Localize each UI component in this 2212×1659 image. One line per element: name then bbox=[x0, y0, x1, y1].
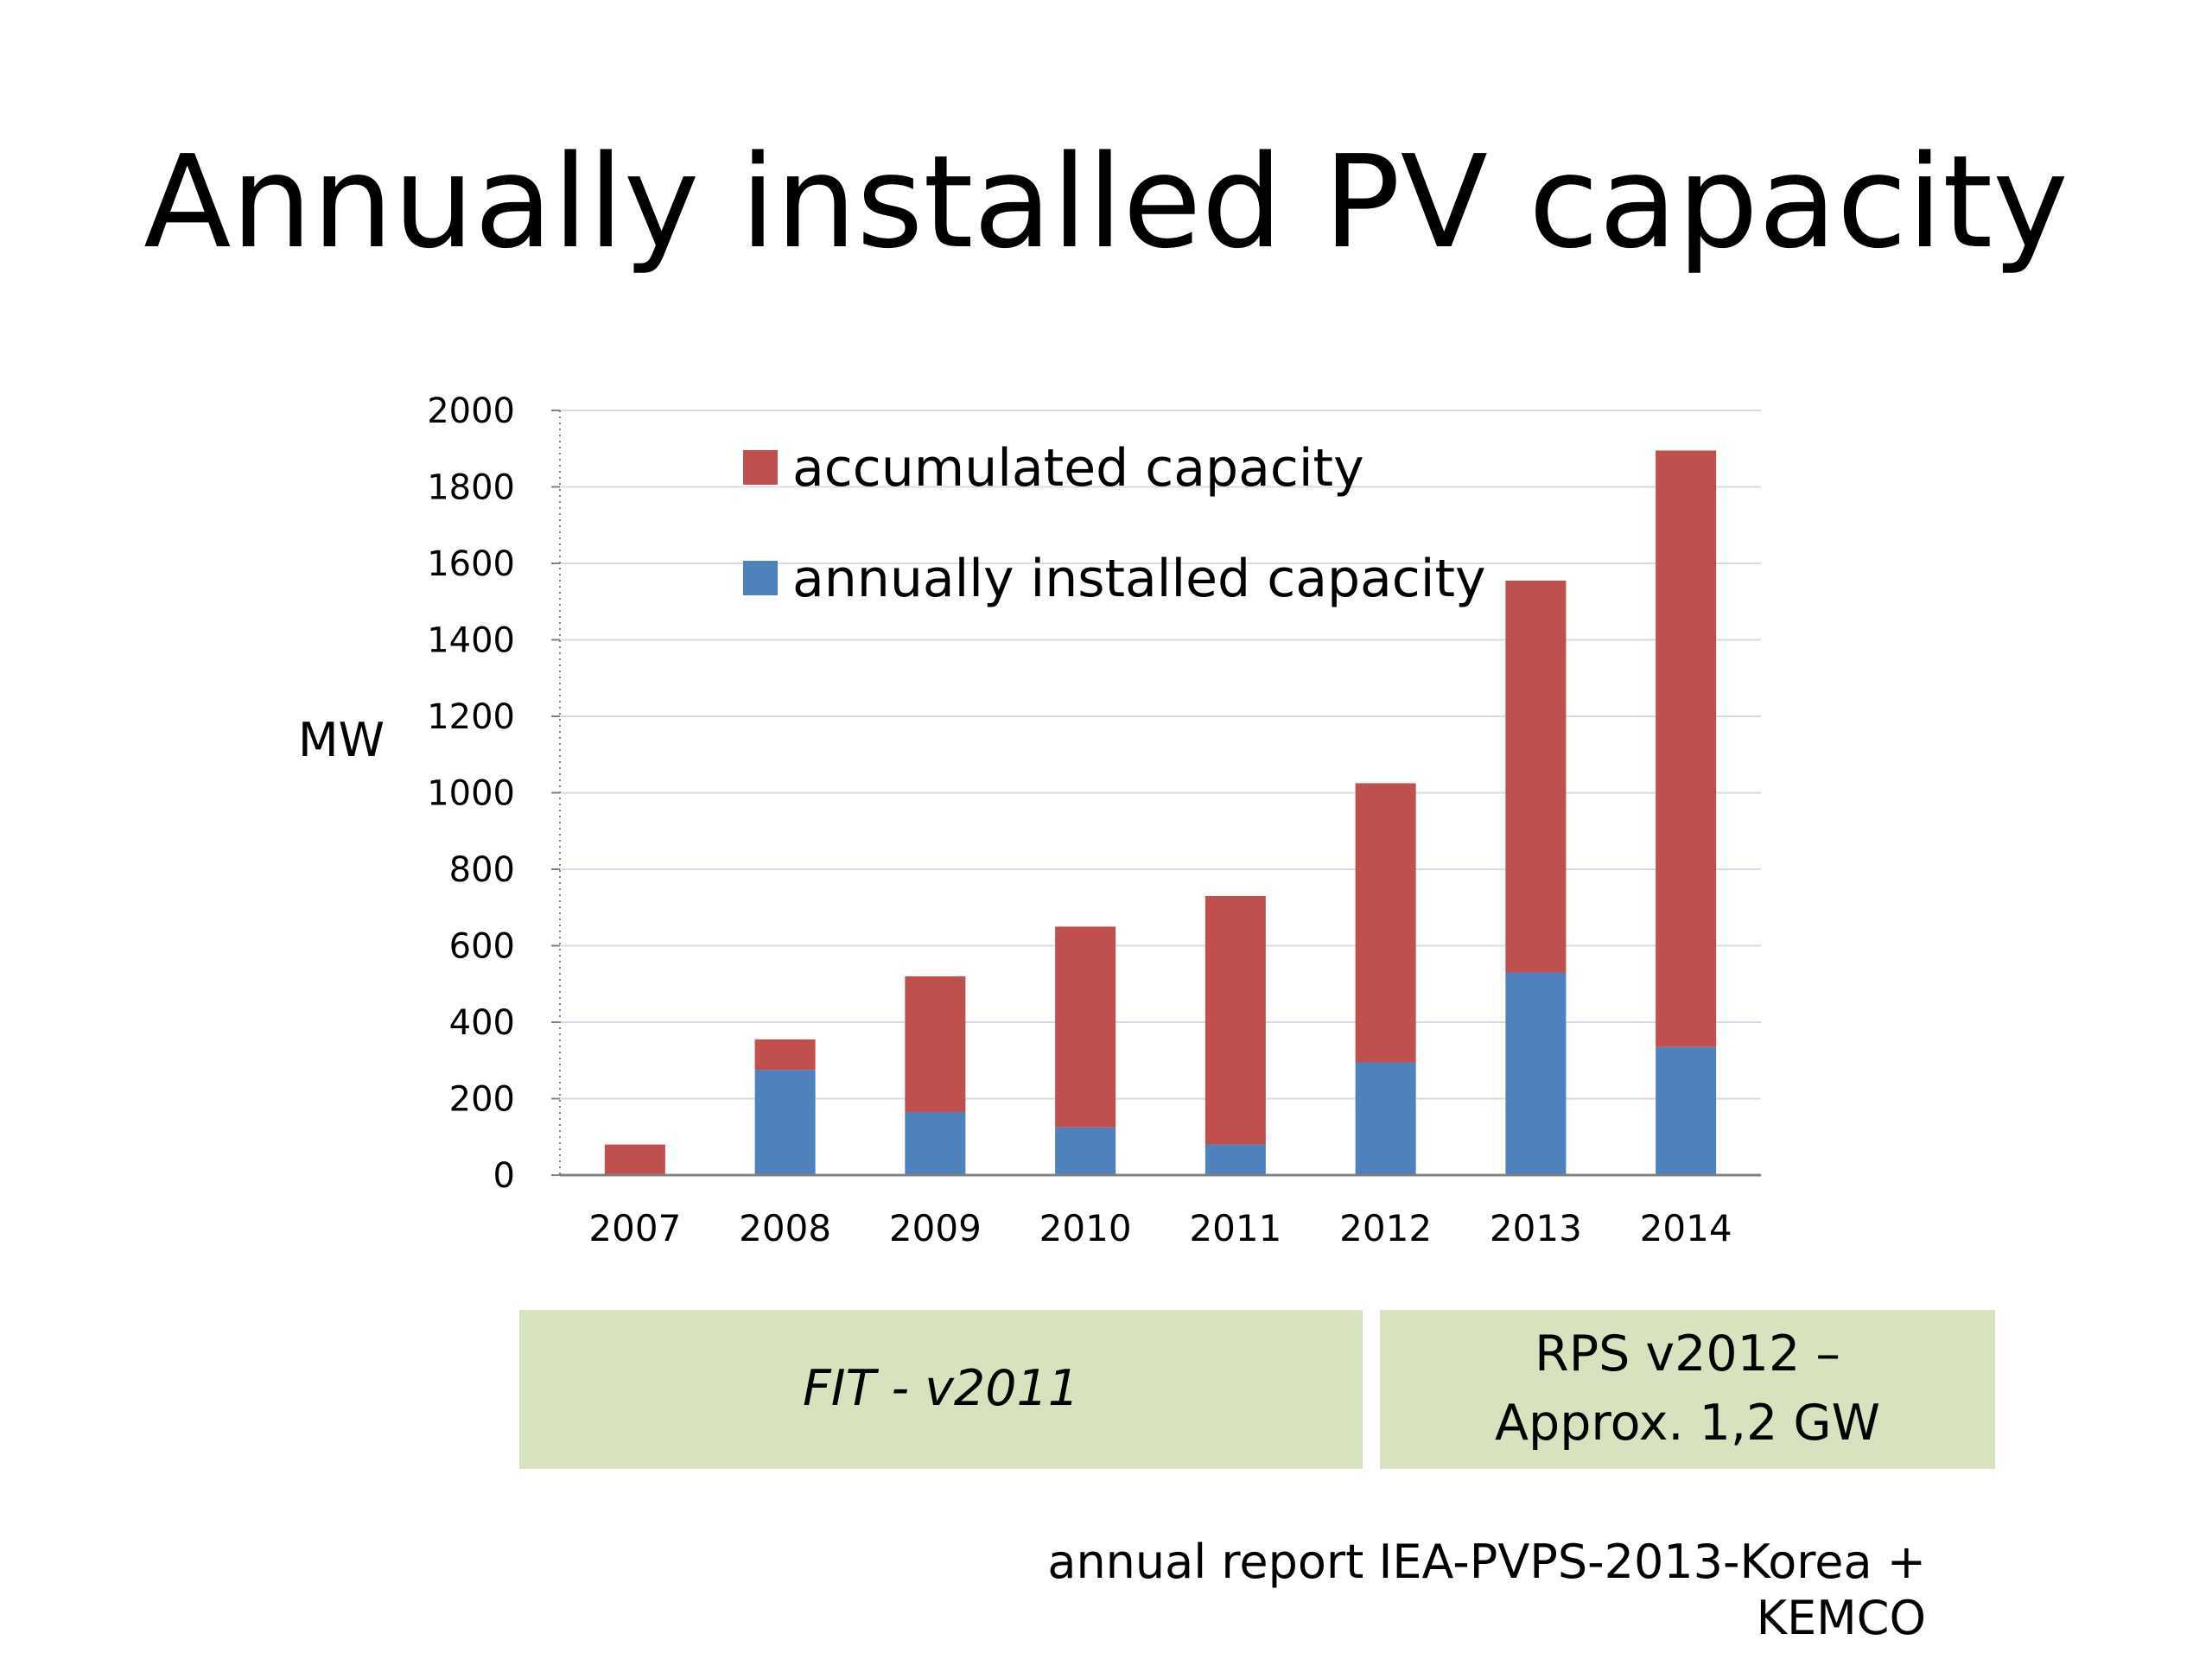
x-tick-label-2007: 2007 bbox=[588, 1207, 681, 1249]
x-tick-label-2008: 2008 bbox=[739, 1207, 831, 1249]
y-tick-label-400: 400 bbox=[449, 1003, 515, 1043]
legend-label-accumulated: accumulated capacity bbox=[792, 438, 1364, 499]
source-note: annual report IEA-PVPS-2013-Korea + KEMC… bbox=[1047, 1535, 1926, 1645]
y-tick-label-1400: 1400 bbox=[427, 621, 515, 661]
axes bbox=[551, 410, 1761, 1177]
y-axis-label: MW bbox=[298, 713, 385, 767]
bar-2012-accumulated bbox=[1355, 783, 1416, 1063]
tick-labels: 0 200 400 600 800 1000 1200 1400 1600 1800 2000 200… bbox=[427, 391, 1732, 1249]
bar-2012-annual bbox=[1355, 1062, 1416, 1175]
bar-2011-annual bbox=[1205, 1144, 1266, 1175]
bars bbox=[604, 450, 1717, 1175]
x-tick-label-2013: 2013 bbox=[1490, 1207, 1582, 1249]
y-tick-label-1800: 1800 bbox=[427, 468, 515, 508]
y-tick-label-200: 200 bbox=[449, 1080, 515, 1120]
rps-policy-line2: Approx. 1,2 GW bbox=[1495, 1395, 1880, 1452]
y-tick-label-1200: 1200 bbox=[427, 697, 515, 737]
bar-2009-accumulated bbox=[905, 976, 966, 1112]
rps-policy-line1: RPS v2012 – bbox=[1535, 1325, 1840, 1383]
bar-2014-annual bbox=[1656, 1046, 1717, 1175]
legend-swatch-accumulated bbox=[743, 450, 778, 485]
y-tick-label-1600: 1600 bbox=[427, 544, 515, 584]
bar-2011-accumulated bbox=[1205, 895, 1266, 1145]
rps-policy-box: RPS v2012 – Approx. 1,2 GW bbox=[1380, 1310, 1995, 1469]
bar-2007-accumulated bbox=[604, 1144, 665, 1175]
legend-swatch-annual bbox=[743, 561, 778, 595]
legend-label-annual: annually installed capacity bbox=[792, 549, 1486, 609]
legend: accumulated capacity annually installed c… bbox=[743, 438, 1486, 609]
fit-policy-box: FIT - v2011 bbox=[519, 1310, 1363, 1469]
bar-2010-accumulated bbox=[1055, 926, 1116, 1128]
bar-2013-accumulated bbox=[1505, 580, 1567, 973]
x-tick-label-2010: 2010 bbox=[1039, 1207, 1132, 1249]
y-tick-label-800: 800 bbox=[449, 850, 515, 890]
fit-policy-label: FIT - v2011 bbox=[802, 1360, 1079, 1418]
y-tick-label-2000: 2000 bbox=[427, 391, 515, 431]
y-tick-label-0: 0 bbox=[493, 1156, 515, 1196]
y-tick-label-600: 600 bbox=[449, 927, 515, 967]
x-tick-label-2009: 2009 bbox=[889, 1207, 982, 1249]
bar-2013-annual bbox=[1505, 972, 1567, 1175]
bar-2008-annual bbox=[754, 1070, 816, 1175]
bar-2014-accumulated bbox=[1656, 450, 1717, 1047]
y-tick-label-1000: 1000 bbox=[427, 774, 515, 814]
bar-2010-annual bbox=[1055, 1127, 1116, 1175]
x-tick-label-2011: 2011 bbox=[1189, 1207, 1281, 1249]
x-tick-label-2012: 2012 bbox=[1339, 1207, 1432, 1249]
bar-2008-accumulated bbox=[754, 1039, 816, 1071]
bar-2009-annual bbox=[905, 1111, 966, 1175]
gridlines bbox=[560, 410, 1761, 1100]
x-tick-label-2014: 2014 bbox=[1640, 1207, 1732, 1249]
slide-title: Annually installed PV capacity bbox=[143, 128, 2069, 276]
